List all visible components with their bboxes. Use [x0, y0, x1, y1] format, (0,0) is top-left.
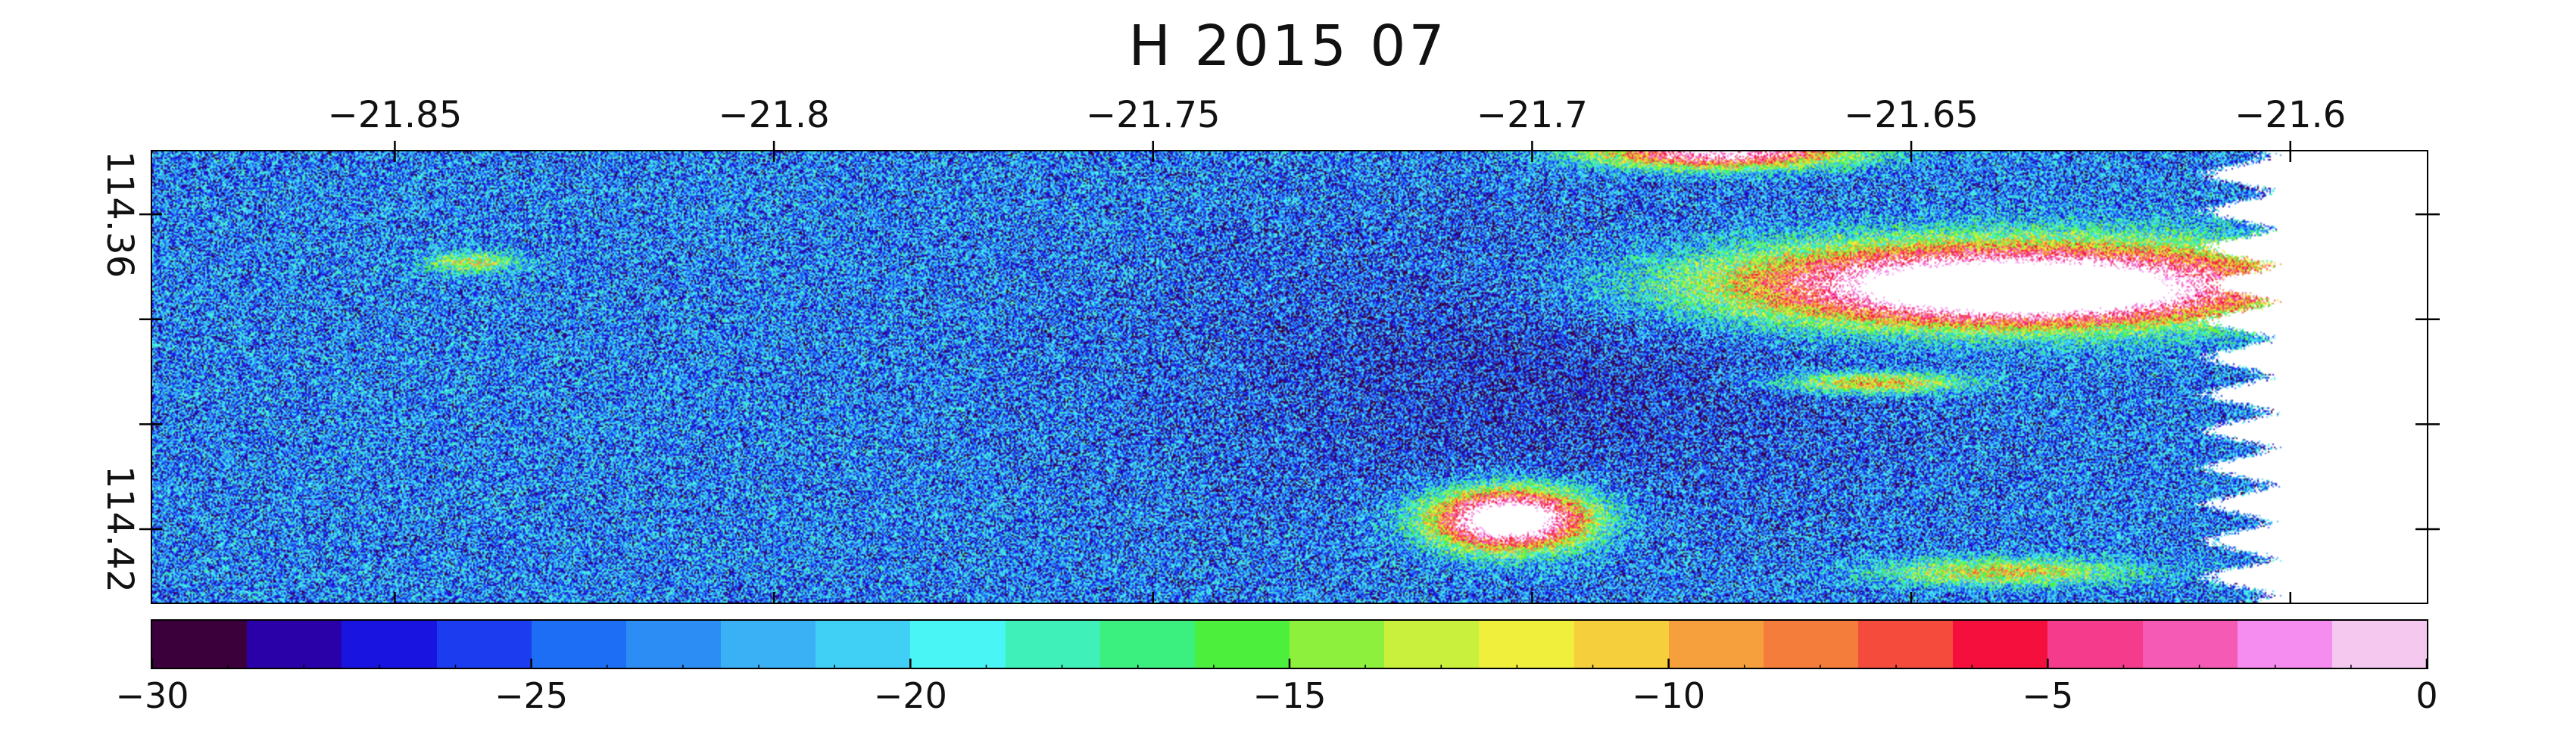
x-tick-label: −21.65 — [1844, 94, 1979, 136]
x-tick-label: −21.6 — [2235, 94, 2346, 136]
colorbar-segment — [152, 621, 248, 668]
colorbar-tick-label: −20 — [874, 675, 947, 716]
colorbar-segment — [1668, 621, 1764, 668]
colorbar-segment — [1953, 621, 2048, 668]
colorbar-segment — [625, 621, 722, 668]
y-tick-label: 114.42 — [98, 466, 141, 593]
colorbar-segment — [247, 621, 342, 668]
y-tick-label: 114.36 — [98, 151, 141, 278]
colorbar-segment — [721, 621, 816, 668]
colorbar-segment — [1194, 621, 1290, 668]
x-tick-label: −21.85 — [328, 94, 463, 136]
colorbar-segment — [816, 621, 911, 668]
colorbar-segment — [1763, 621, 1859, 668]
colorbar-segment — [2047, 621, 2143, 668]
map-plot-area[interactable] — [151, 150, 2428, 604]
heatmap-canvas — [152, 151, 2427, 603]
colorbar-segment — [1479, 621, 1574, 668]
colorbar-segment — [1005, 621, 1100, 668]
colorbar-segment — [531, 621, 626, 668]
colorbar-segment — [1290, 621, 1385, 668]
map-title: H 2015 07 — [1128, 14, 1448, 79]
x-tick-label: −21.75 — [1086, 94, 1221, 136]
x-tick-label: −21.8 — [719, 94, 830, 136]
colorbar-segment — [1858, 621, 1954, 668]
colorbar-tick-label: −30 — [115, 675, 189, 716]
colorbar-segment — [1384, 621, 1480, 668]
colorbar-tick-label: −25 — [494, 675, 568, 716]
colorbar-segment — [341, 621, 437, 668]
colorbar-tick-label: −10 — [1632, 675, 1705, 716]
colorbar-segment — [1099, 621, 1195, 668]
colorbar-segment — [2237, 621, 2332, 668]
colorbar-segment — [1573, 621, 1669, 668]
x-tick-label: −21.7 — [1477, 94, 1588, 136]
colorbar-tick-label: −5 — [2022, 675, 2073, 716]
colorbar-segment — [910, 621, 1006, 668]
colorbar-tick-label: 0 — [2415, 675, 2437, 716]
colorbar-segment — [2331, 621, 2428, 668]
colorbar-tick-label: −15 — [1252, 675, 1326, 716]
colorbar-segment — [2142, 621, 2238, 668]
colorbar-segment — [436, 621, 532, 668]
